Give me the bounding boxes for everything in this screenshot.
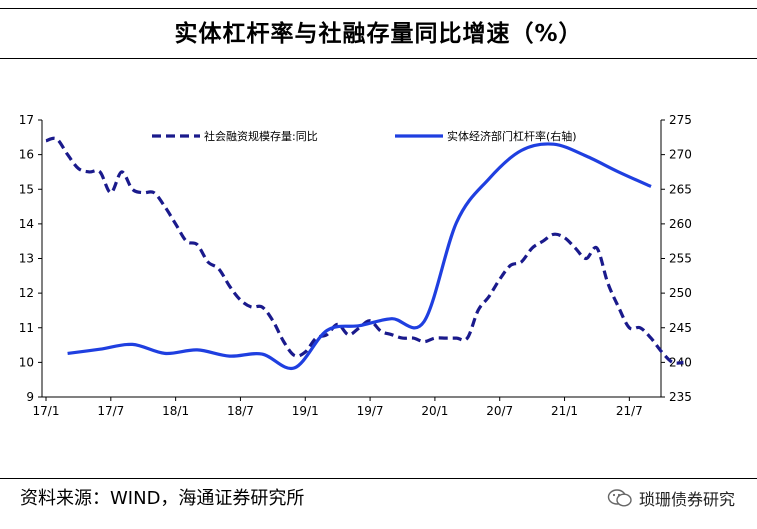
legend: 社会融资规模存量:同比 实体经济部门杠杆率(右轴) <box>152 129 577 143</box>
right-tick-label: 250 <box>669 286 692 300</box>
x-tick-label: 18/1 <box>162 404 189 418</box>
left-tick-label: 15 <box>19 182 34 196</box>
chart-series <box>45 136 684 371</box>
right-tick-label: 255 <box>669 252 692 266</box>
x-tick-label: 17/1 <box>33 404 60 418</box>
right-tick-label: 270 <box>669 148 692 162</box>
watermark-text: 琐珊债券研究 <box>638 490 735 509</box>
wechat-icon <box>607 489 632 507</box>
left-tick-label: 9 <box>26 390 34 404</box>
left-tick-label: 16 <box>19 148 34 162</box>
chart: 17 16 15 14 13 12 11 10 9 275 270 265 260 255 250 245 2… <box>19 113 692 418</box>
x-tick-label: 20/7 <box>486 404 513 418</box>
bottom-rule <box>0 478 757 479</box>
x-tick-label: 19/1 <box>292 404 319 418</box>
source-note: 资料来源：WIND，海通证券研究所 <box>20 488 305 509</box>
right-tick-label: 260 <box>669 217 692 231</box>
x-tick-label: 20/1 <box>421 404 448 418</box>
x-axis-ticks: 17/1 17/7 18/1 18/7 19/1 19/7 20/1 20/7 21/1 21/7 <box>33 397 643 418</box>
left-tick-label: 13 <box>19 252 34 266</box>
social-financing-growth-line <box>45 136 684 365</box>
right-tick-label: 275 <box>669 113 692 127</box>
right-tick-label: 265 <box>669 182 692 196</box>
x-tick-label: 18/7 <box>227 404 254 418</box>
watermark: 琐珊债券研究 <box>607 486 735 510</box>
title-rule <box>0 58 757 59</box>
chart-axes <box>41 120 662 398</box>
legend-label: 实体经济部门杠杆率(右轴) <box>447 129 577 143</box>
x-tick-label: 21/7 <box>616 404 643 418</box>
leverage-ratio-line <box>67 142 652 371</box>
left-axis-ticks: 17 16 15 14 13 12 11 10 9 <box>19 113 42 404</box>
left-tick-label: 12 <box>19 286 34 300</box>
legend-label: 社会融资规模存量:同比 <box>204 129 318 143</box>
left-tick-label: 17 <box>19 113 34 127</box>
left-tick-label: 10 <box>19 355 34 369</box>
left-tick-label: 14 <box>19 217 34 231</box>
chart-title: 实体杠杆率与社融存量同比增速（%） <box>174 21 583 47</box>
x-tick-label: 21/1 <box>551 404 578 418</box>
left-tick-label: 11 <box>19 321 34 335</box>
top-rule <box>0 8 757 9</box>
right-tick-label: 245 <box>669 321 692 335</box>
x-tick-label: 19/7 <box>357 404 384 418</box>
right-tick-label: 235 <box>669 390 692 404</box>
x-tick-label: 17/7 <box>97 404 124 418</box>
